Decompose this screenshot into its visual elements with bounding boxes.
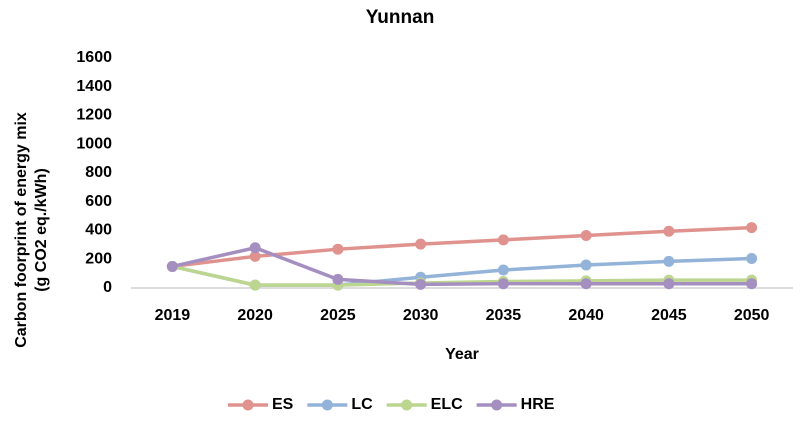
legend-label: HRE bbox=[521, 396, 555, 413]
x-tick-label: 2035 bbox=[486, 307, 522, 324]
data-point bbox=[249, 279, 261, 291]
x-tick-label: 2040 bbox=[568, 307, 604, 324]
data-point bbox=[497, 278, 509, 290]
data-point bbox=[746, 253, 758, 265]
series-line bbox=[171, 264, 752, 287]
data-point bbox=[332, 273, 344, 285]
y-tick-label: 200 bbox=[85, 250, 112, 267]
data-point bbox=[580, 259, 592, 271]
y-tick-label: 600 bbox=[85, 193, 112, 210]
x-tick-label: 2050 bbox=[734, 307, 770, 324]
legend-label: LC bbox=[351, 396, 373, 413]
data-point bbox=[249, 242, 261, 254]
data-point bbox=[663, 278, 675, 290]
y-tick-label: 1600 bbox=[76, 49, 112, 66]
x-tick-label: 2019 bbox=[155, 307, 191, 324]
y-tick-label: 1400 bbox=[76, 78, 112, 95]
y-tick-label: 0 bbox=[103, 279, 112, 296]
data-point bbox=[497, 264, 509, 276]
x-axis-label: Year bbox=[445, 346, 479, 363]
data-point bbox=[746, 278, 758, 290]
legend-marker bbox=[242, 399, 254, 411]
y-tick-label: 1200 bbox=[76, 107, 112, 124]
series-line bbox=[172, 225, 752, 269]
data-point bbox=[663, 225, 675, 237]
legend-marker bbox=[401, 399, 413, 411]
x-tick-label: 2020 bbox=[237, 307, 273, 324]
series-line bbox=[171, 245, 752, 287]
x-tick-label: 2025 bbox=[320, 307, 356, 324]
data-point bbox=[663, 255, 675, 267]
data-point bbox=[415, 278, 427, 290]
data-point bbox=[580, 230, 592, 242]
data-point bbox=[580, 278, 592, 290]
y-axis-label: (g CO2 eq./kWh) bbox=[33, 168, 50, 292]
data-point bbox=[249, 250, 261, 262]
y-tick-label: 400 bbox=[85, 222, 112, 239]
x-tick-label: 2030 bbox=[403, 307, 439, 324]
y-tick-label: 800 bbox=[85, 164, 112, 181]
data-point bbox=[497, 234, 509, 246]
legend-label: ELC bbox=[431, 396, 463, 413]
data-point bbox=[746, 222, 758, 234]
data-point bbox=[166, 260, 178, 272]
legend-marker bbox=[491, 399, 503, 411]
chart-title: Yunnan bbox=[366, 7, 435, 28]
data-point bbox=[415, 238, 427, 250]
y-axis-label: Carbon foorprint of energy mix bbox=[13, 112, 30, 348]
legend-label: ES bbox=[272, 396, 294, 413]
y-tick-label: 1000 bbox=[76, 135, 112, 152]
legend-marker bbox=[321, 399, 333, 411]
x-tick-label: 2045 bbox=[651, 307, 687, 324]
data-point bbox=[332, 243, 344, 255]
